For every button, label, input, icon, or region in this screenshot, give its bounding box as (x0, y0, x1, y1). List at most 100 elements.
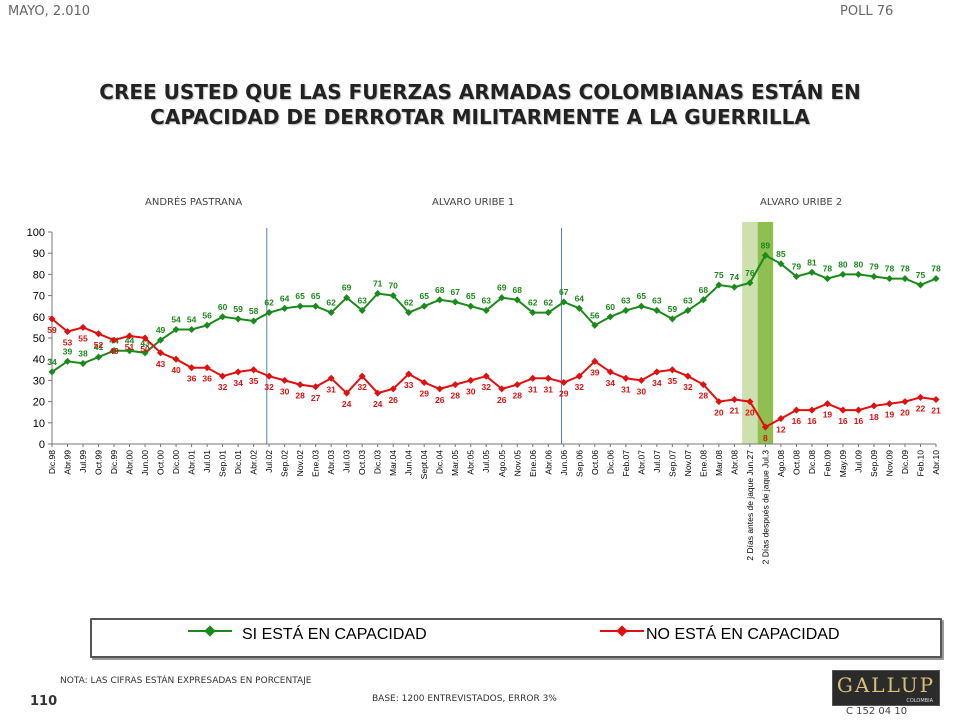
data-label: 85 (776, 249, 786, 259)
data-point (854, 406, 862, 414)
data-point (141, 334, 149, 342)
data-label: 68 (435, 285, 445, 295)
data-point (513, 381, 521, 389)
data-label: 43 (140, 338, 150, 348)
x-tick-label: Ago.08 (776, 450, 786, 477)
logo-text: GALLUP (836, 673, 936, 697)
data-point (606, 313, 614, 321)
data-point (312, 302, 320, 310)
data-label: 63 (621, 295, 631, 305)
data-point (203, 321, 211, 329)
data-label: 56 (202, 310, 212, 320)
data-label: 28 (295, 391, 305, 401)
legend-swatch-si (188, 625, 232, 637)
data-point (637, 376, 645, 384)
data-label: 58 (249, 306, 259, 316)
data-label: 56 (590, 310, 600, 320)
data-point (715, 281, 723, 289)
x-tick-label: Oct.06 (590, 450, 600, 475)
y-tick-label: 10 (33, 418, 45, 430)
data-label: 65 (295, 291, 305, 301)
data-point (234, 315, 242, 323)
x-tick-label: Dic.99 (109, 450, 119, 474)
series-line-1 (51, 318, 937, 429)
data-label: 20 (745, 408, 755, 418)
x-tick-label: Oct.08 (791, 450, 801, 475)
data-label: 68 (513, 285, 523, 295)
data-label: 62 (528, 298, 538, 308)
data-point (172, 355, 180, 363)
data-label: 70 (388, 281, 398, 291)
chart-title-line1: CREE USTED QUE LAS FUERZAS ARMADAS COLOM… (99, 80, 861, 104)
data-point (203, 364, 211, 372)
data-label: 63 (683, 295, 693, 305)
y-tick-label: 50 (33, 333, 45, 345)
data-label: 29 (559, 389, 569, 399)
data-point (374, 389, 382, 397)
data-point (575, 304, 583, 312)
data-label: 80 (854, 259, 864, 269)
data-label: 60 (606, 302, 616, 312)
data-label: 67 (559, 287, 569, 297)
data-label: 19 (823, 410, 833, 420)
data-point (730, 283, 738, 291)
data-label: 34 (233, 378, 243, 388)
data-point (498, 385, 506, 393)
data-label: 31 (544, 384, 554, 394)
data-label: 39 (63, 346, 73, 356)
report-date: MAYO, 2.010 (8, 4, 91, 19)
x-tick-label: Abr.00 (125, 450, 135, 475)
x-tick-label: Sep.06 (574, 450, 584, 477)
data-label: 62 (404, 298, 414, 308)
period-label-uribe2: ALVARO URIBE 2 (760, 197, 843, 208)
x-tick-label: Jun.04 (404, 450, 414, 476)
data-point (126, 347, 134, 355)
data-label: 41 (94, 342, 104, 352)
x-tick-label: Sep.02 (280, 450, 290, 477)
data-point (529, 374, 537, 382)
data-label: 36 (202, 374, 212, 384)
x-tick-label: Abr.99 (63, 450, 73, 475)
data-label: 26 (435, 395, 445, 405)
data-label: 76 (745, 268, 755, 278)
report-code: C 152 04 10 (846, 706, 908, 717)
data-point (730, 395, 738, 404)
data-point (777, 260, 785, 268)
data-label: 69 (342, 283, 352, 293)
data-label: 27 (311, 393, 321, 403)
page-number: 110 (30, 694, 58, 709)
data-point (265, 372, 273, 380)
x-tick-label: Dic.08 (807, 450, 817, 474)
y-tick-label: 20 (33, 397, 45, 409)
data-point (591, 357, 599, 365)
data-label: 68 (699, 285, 709, 295)
data-point (482, 306, 490, 314)
data-point (746, 398, 754, 406)
data-label: 32 (357, 382, 367, 392)
data-point (63, 357, 72, 365)
data-point (188, 325, 196, 334)
x-tick-label: Ago.05 (497, 450, 507, 477)
data-point (808, 406, 816, 414)
y-tick-label: 60 (33, 312, 45, 324)
data-label: 32 (218, 382, 228, 392)
x-tick-label: Jul.02 (264, 450, 274, 473)
x-tick-label: Abr.07 (636, 450, 646, 475)
data-label: 20 (900, 408, 910, 418)
x-tick-label: Jul.01 (202, 450, 212, 473)
data-point (296, 302, 304, 310)
data-point (94, 330, 103, 338)
data-label: 63 (652, 295, 662, 305)
x-tick-label: Nov.09 (884, 450, 894, 477)
data-label: 64 (575, 293, 585, 303)
data-point (854, 270, 862, 278)
y-tick-label: 70 (33, 291, 45, 303)
data-point (420, 302, 428, 310)
data-label: 64 (280, 293, 290, 303)
x-tick-label: Abr.10 (931, 450, 941, 475)
data-label: 60 (218, 302, 228, 312)
data-point (343, 294, 351, 302)
data-point (513, 296, 521, 304)
x-tick-label: Abr.08 (729, 450, 739, 475)
data-point (668, 315, 676, 323)
